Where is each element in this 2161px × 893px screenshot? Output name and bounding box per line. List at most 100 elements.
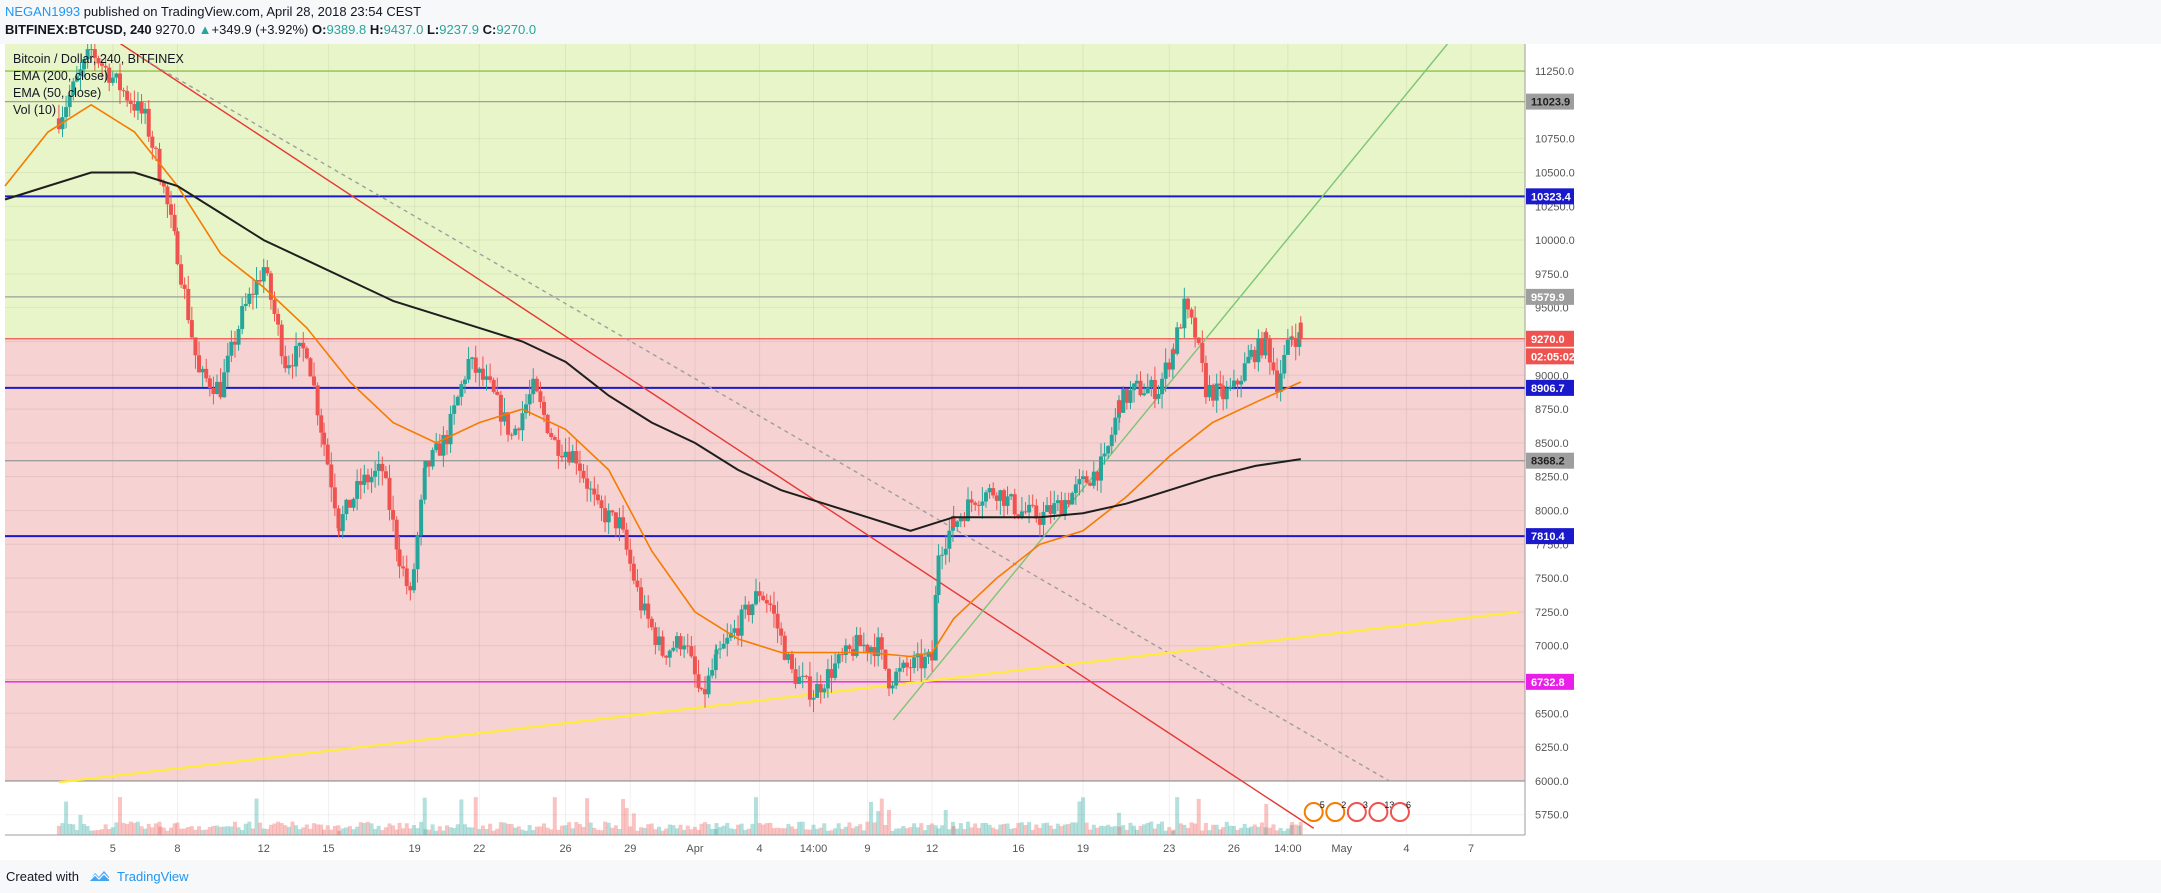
candle-body [1207, 384, 1212, 398]
volume-bar [653, 829, 658, 835]
candle-body [904, 662, 909, 668]
candle-body [495, 391, 500, 395]
price-tick-label: 10750.0 [1535, 134, 1575, 146]
candle-body [1098, 456, 1103, 481]
candle-body [635, 580, 640, 588]
volume-bar [649, 823, 654, 835]
tradingview-link[interactable]: TradingView [117, 869, 189, 884]
candle-body [322, 432, 327, 445]
volume-bar [1048, 825, 1053, 835]
volume-bar [1019, 822, 1024, 835]
candle-body [1203, 362, 1208, 398]
chart-legend: Bitcoin / Dollar, 240, BITFINEX EMA (200… [13, 52, 185, 117]
candle-body [1271, 362, 1276, 371]
candle-body [1211, 384, 1216, 401]
volume-bar [85, 825, 90, 835]
candle-body [240, 306, 245, 330]
volume-bar [966, 821, 971, 835]
price-axis[interactable]: 11250.010750.010500.010250.010000.09750.… [1524, 44, 2161, 835]
volume-bar [822, 823, 827, 835]
candle-body [232, 341, 237, 345]
volume-bar [667, 824, 672, 835]
volume-bar [480, 825, 485, 835]
time-tick-label: 12 [926, 843, 938, 855]
candle-body [1009, 494, 1014, 497]
event-markers[interactable]: 5 2 3 13 6 [1303, 800, 1411, 823]
volume-bar [491, 830, 496, 835]
candle-body [912, 657, 917, 668]
candle-body [1106, 446, 1111, 454]
horizontal-levels [5, 70, 1525, 782]
candle-body [908, 667, 913, 669]
candle-body [861, 644, 866, 647]
volume-bar [710, 828, 715, 835]
volume-bar [879, 798, 884, 835]
volume-bar [559, 825, 564, 835]
volume-bar [1012, 828, 1017, 835]
candle-body [509, 434, 514, 436]
volume-bar [1132, 825, 1137, 835]
volume-bar [706, 824, 711, 835]
volume-bar [915, 827, 920, 835]
volume-bar [121, 822, 126, 835]
candle-body [448, 413, 453, 445]
volume-bar [797, 821, 802, 835]
candle-body [56, 118, 61, 130]
volume-bar [56, 825, 61, 835]
volume-bar [950, 821, 955, 835]
volume-bar [325, 825, 330, 835]
candle-body [1275, 370, 1280, 392]
volume-bar [1275, 830, 1280, 835]
candle-body [987, 488, 992, 493]
volume-bar [1055, 823, 1060, 835]
volume-bar [1027, 822, 1032, 835]
volume-bar [524, 830, 529, 835]
candle-body [1030, 504, 1035, 506]
candle-body [973, 502, 978, 505]
candle-body [922, 656, 927, 669]
candle-body [380, 463, 385, 472]
candle-body [692, 656, 697, 675]
price-chart[interactable]: Bitcoin / Dollar, 240, BITFINEX EMA (200… [0, 44, 2161, 860]
volume-bar [768, 822, 773, 835]
time-axis[interactable]: 5 8 12 15 19 22 26 29 Apr 4 14:00 9 12 16 19 23 26 14:00 M… [5, 834, 1525, 855]
price-badge [1526, 348, 1574, 365]
candle-body [746, 604, 751, 616]
candle-body [411, 569, 416, 591]
volume-bar [423, 829, 428, 835]
volume-bar [434, 830, 439, 835]
event-marker-count: 3 [1363, 800, 1368, 810]
candle-body [1256, 338, 1261, 363]
volume-bar [872, 822, 877, 835]
candle-body [1282, 354, 1287, 374]
candle-body [193, 337, 198, 356]
candle-body [1289, 336, 1294, 340]
price-tick-label: 8750.0 [1535, 404, 1569, 416]
grey-dashed-line [140, 56, 1390, 782]
candle-body [1034, 505, 1039, 519]
volume-bar [1081, 797, 1086, 835]
volume-bar [732, 828, 737, 835]
chart-header: NEGAN1993 published on TradingView.com, … [0, 0, 2161, 44]
candle-body [671, 647, 676, 651]
chart-footer: Created with TradingView [0, 860, 2161, 893]
candle-body [1156, 394, 1161, 399]
event-marker-count: 5 [1320, 800, 1325, 810]
author-link[interactable]: NEGAN1993 [5, 4, 81, 19]
candle-body [1267, 338, 1272, 363]
volume-bar [1263, 827, 1268, 835]
candle-body [1278, 373, 1283, 392]
volume-bar [422, 797, 427, 835]
candle-body [624, 529, 629, 550]
volume-bar [1098, 825, 1103, 835]
candle-body [1263, 332, 1268, 356]
time-tick-label: 7 [1468, 843, 1474, 855]
volume-bar [404, 823, 409, 835]
volume-bar [1045, 822, 1050, 835]
candle-body [646, 603, 651, 619]
volume-bar [736, 824, 741, 835]
candle-body [85, 49, 90, 60]
candle-body [215, 381, 220, 394]
candle-body [175, 231, 180, 265]
volume-bar [509, 824, 514, 835]
